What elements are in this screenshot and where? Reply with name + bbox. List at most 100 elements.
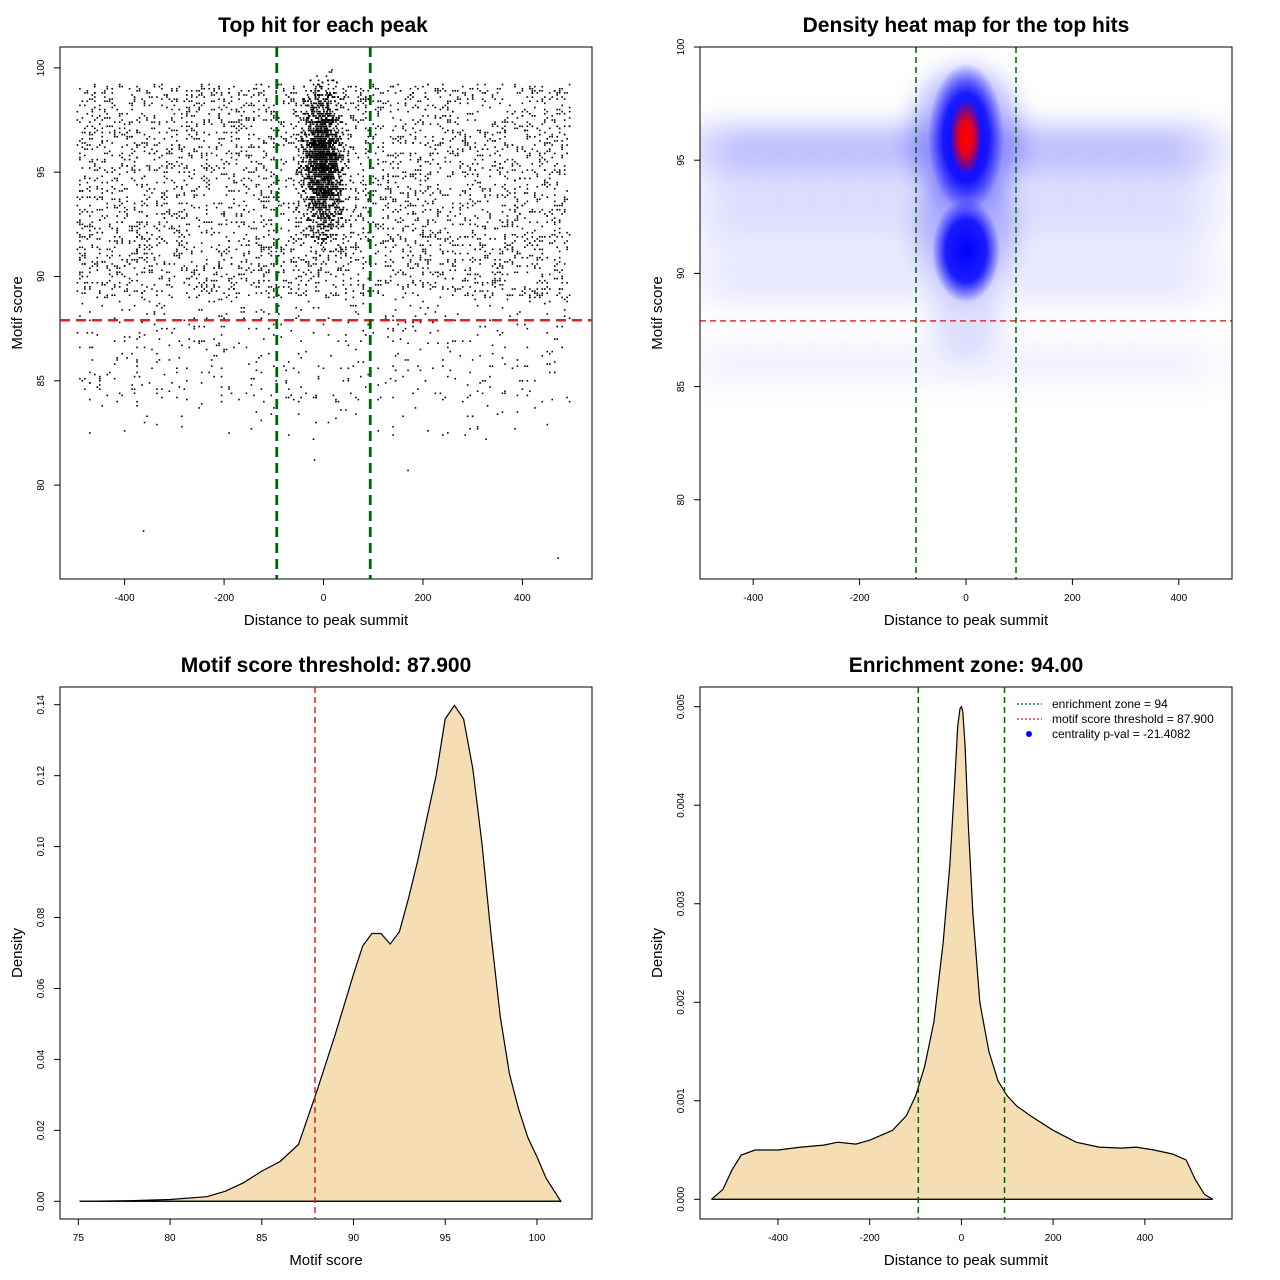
scatter-point — [404, 102, 407, 105]
scatter-point — [437, 92, 439, 94]
scatter-point — [277, 144, 280, 146]
scatter-point — [338, 115, 340, 117]
scatter-point — [534, 85, 536, 88]
scatter-point — [479, 259, 481, 261]
scatter-point — [136, 371, 138, 374]
scatter-point — [188, 133, 191, 136]
scatter-point — [131, 227, 133, 230]
scatter-point — [151, 269, 153, 272]
scatter-point — [248, 244, 250, 246]
scatter-point — [464, 175, 467, 178]
scatter-point — [200, 156, 203, 159]
scatter-point — [143, 115, 146, 117]
scatter-point — [98, 115, 101, 117]
scatter-point — [412, 173, 414, 176]
scatter-point — [404, 273, 407, 276]
scatter-point — [553, 121, 556, 123]
scatter-point — [558, 250, 561, 253]
scatter-point — [546, 313, 549, 315]
scatter-point — [307, 206, 310, 209]
scatter-point — [225, 173, 228, 176]
scatter-point — [230, 108, 233, 111]
scatter-point — [158, 121, 161, 123]
scatter-point — [94, 106, 96, 109]
scatter-point — [471, 94, 474, 96]
scatter-point — [432, 286, 434, 288]
scatter-point — [333, 129, 336, 132]
scatter-point — [338, 144, 341, 146]
scatter-point — [310, 177, 312, 180]
scatter-point — [126, 357, 128, 359]
scatter-point — [318, 204, 321, 207]
scatter-point — [253, 171, 255, 173]
scatter-point — [409, 94, 412, 96]
scatter-point — [429, 236, 432, 238]
scatter-point — [126, 208, 128, 211]
scatter-point — [203, 102, 205, 105]
scatter-point — [558, 131, 561, 134]
scatter-point — [474, 179, 476, 182]
scatter-point — [302, 156, 305, 159]
scatter-point — [306, 142, 308, 144]
scatter-point — [220, 386, 223, 388]
scatter-point — [367, 200, 370, 203]
scatter-point — [322, 238, 325, 240]
scatter-point — [509, 208, 511, 211]
scatter-point — [156, 204, 158, 207]
scatter-point — [220, 394, 223, 397]
scatter-point — [548, 173, 551, 176]
scatter-point — [161, 238, 163, 240]
scatter-point — [277, 196, 280, 199]
scatter-point — [471, 256, 474, 259]
scatter-point — [255, 286, 258, 288]
scatter-point — [228, 150, 230, 153]
scatter-point — [156, 144, 158, 146]
scatter-point — [193, 327, 196, 330]
scatter-point — [113, 133, 116, 136]
scatter-point — [295, 265, 297, 267]
scatter-point — [331, 160, 334, 163]
scatter-point — [447, 259, 449, 261]
scatter-point — [168, 359, 171, 361]
scatter-point — [138, 211, 141, 213]
scatter-point — [347, 167, 350, 169]
scatter-point — [404, 142, 407, 144]
scatter-point — [419, 259, 422, 261]
scatter-point — [188, 100, 191, 103]
scatter-point — [325, 204, 327, 207]
scatter-point — [389, 188, 392, 190]
scatter-point — [561, 154, 563, 157]
scatter-point — [449, 119, 452, 121]
scatter-point — [292, 183, 295, 186]
scatter-point — [387, 240, 389, 242]
scatter-point — [121, 202, 123, 205]
scatter-point — [136, 259, 138, 261]
scatter-point — [263, 167, 265, 169]
scatter-point — [245, 150, 248, 153]
scatter-point — [316, 110, 318, 113]
scatter-point — [526, 200, 529, 203]
scatter-point — [106, 373, 109, 376]
scatter-point — [531, 211, 534, 213]
scatter-point — [302, 181, 305, 184]
scatter-point — [218, 344, 220, 347]
scatter-point — [553, 119, 556, 121]
scatter-point — [474, 233, 476, 236]
scatter-point — [529, 123, 531, 125]
scatter-point — [501, 211, 504, 213]
scatter-point — [332, 294, 335, 297]
scatter-point — [412, 96, 414, 98]
scatter-point — [447, 106, 449, 109]
scatter-point — [133, 202, 136, 205]
scatter-point — [277, 286, 280, 288]
scatter-point — [504, 236, 506, 238]
scatter-point — [138, 246, 141, 249]
scatter-point — [200, 231, 203, 234]
scatter-point — [379, 396, 382, 399]
scatter-point — [447, 194, 449, 196]
scatter-point — [499, 252, 501, 255]
scatter-point — [394, 125, 397, 128]
scatter-point — [280, 121, 283, 123]
scatter-point — [548, 98, 551, 100]
scatter-point — [151, 192, 153, 194]
